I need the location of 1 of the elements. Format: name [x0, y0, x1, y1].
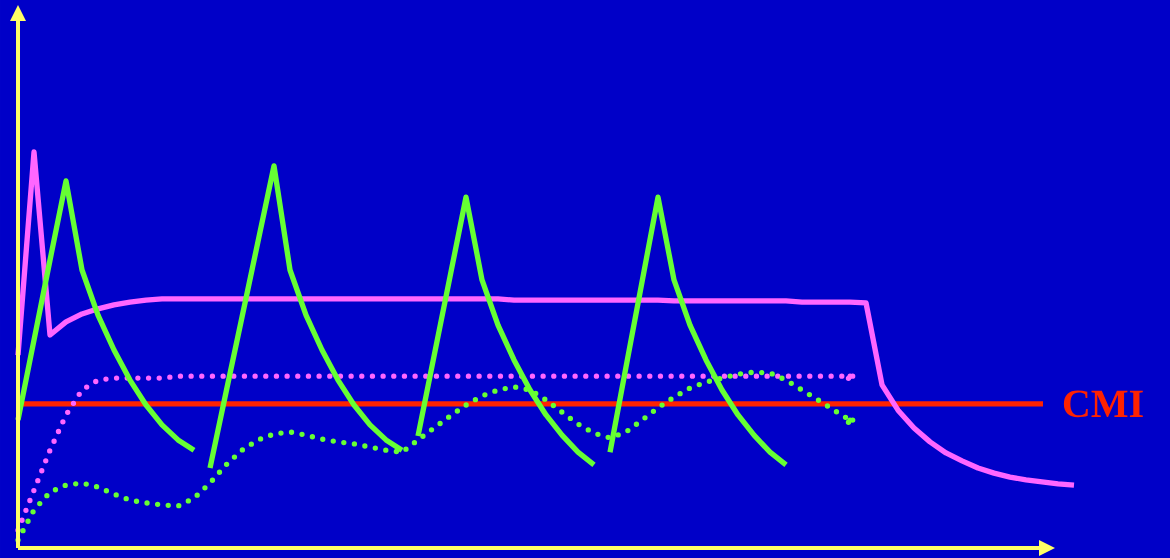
ref-line-label: CMI [1063, 390, 1143, 418]
